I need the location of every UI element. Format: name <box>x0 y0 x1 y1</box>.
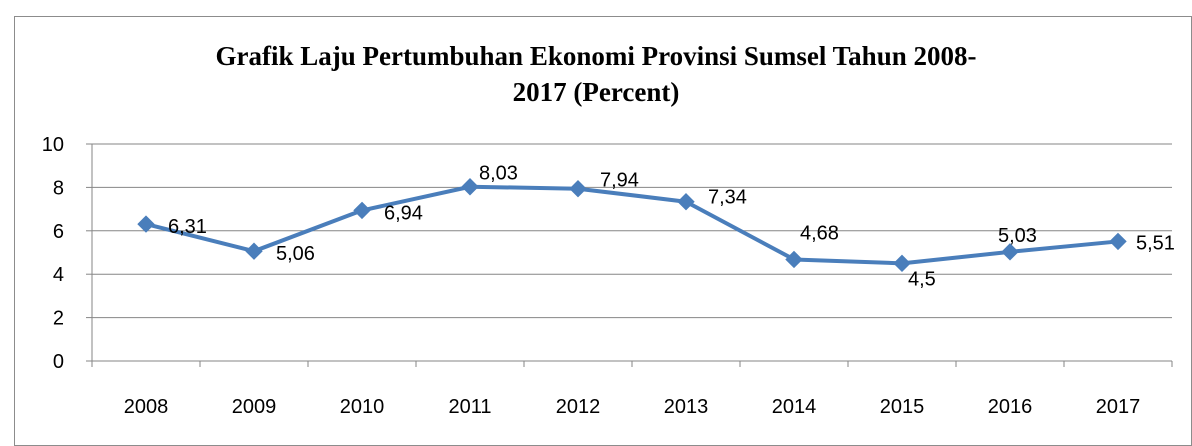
data-point-marker <box>569 179 587 198</box>
data-label: 6,94 <box>384 202 423 224</box>
y-tick-label: 0 <box>53 351 64 373</box>
data-point-marker <box>353 201 371 220</box>
y-tick-label: 10 <box>42 134 64 156</box>
data-label: 5,06 <box>276 243 315 265</box>
x-tick-label: 2017 <box>1096 396 1141 418</box>
y-tick-label: 8 <box>53 177 64 199</box>
data-point-marker <box>785 250 803 269</box>
x-tick-label: 2016 <box>988 396 1033 418</box>
chart-title-line-2: 2017 (Percent) <box>512 77 680 107</box>
x-tick-label: 2010 <box>340 396 385 418</box>
x-tick-label: 2013 <box>664 396 709 418</box>
data-point-marker <box>1109 232 1127 251</box>
x-tick-label: 2014 <box>772 396 817 418</box>
series-line <box>145 184 1119 266</box>
x-tick-label: 2008 <box>124 396 169 418</box>
y-tick-label: 6 <box>53 221 64 243</box>
y-axis-ticks: 0 2 4 6 8 10 <box>42 134 92 373</box>
data-label: 7,34 <box>708 187 747 209</box>
data-label: 8,03 <box>479 163 518 185</box>
y-tick-label: 4 <box>53 264 64 286</box>
data-point-marker <box>245 242 263 260</box>
gridlines <box>92 143 1172 319</box>
data-label: 4,5 <box>908 268 936 290</box>
data-label: 5,03 <box>998 225 1037 247</box>
y-tick-label: 2 <box>53 308 64 330</box>
data-label: 7,94 <box>600 170 639 192</box>
x-tick-label: 2015 <box>880 396 925 418</box>
x-axis-ticks: 2008 2009 2010 2011 2012 2013 2014 2015 2016 2017 <box>91 361 1173 418</box>
chart-title: Grafik Laju Pertumbuhan Ekonomi Provinsi… <box>0 38 1192 110</box>
data-label: 5,51 <box>1136 232 1175 254</box>
data-point-marker <box>461 178 479 196</box>
data-point-marker <box>1001 243 1019 261</box>
x-tick-label: 2012 <box>556 396 601 418</box>
data-point-marker <box>677 193 695 211</box>
series-line-group <box>137 178 1127 273</box>
data-point-marker <box>893 254 911 273</box>
data-labels-group: 6,31 5,06 6,94 8,03 7,94 7,34 4,68 4,5 5,03 5,51 <box>168 163 1175 291</box>
data-point-marker <box>137 215 155 233</box>
x-tick-label: 2009 <box>232 396 277 418</box>
x-tick-label: 2011 <box>448 396 491 418</box>
chart-title-line-1: Grafik Laju Pertumbuhan Ekonomi Provinsi… <box>215 41 977 71</box>
data-label: 4,68 <box>800 222 839 244</box>
data-label: 6,31 <box>168 216 207 238</box>
